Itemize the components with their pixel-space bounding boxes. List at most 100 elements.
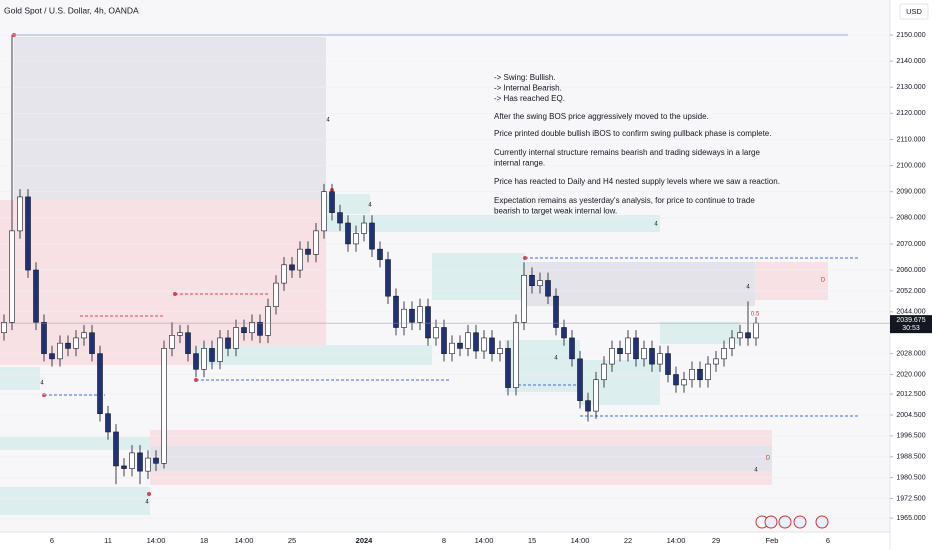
structure-marker: 4 [746,285,750,291]
event-icon[interactable] [778,515,792,529]
candle-body [265,306,271,336]
swing-dot [194,378,198,382]
candle-body [337,212,343,224]
candle-body [681,379,687,386]
candle-body [617,348,623,354]
x-tick-label: 8 [442,536,446,545]
candle-body [433,327,439,339]
candle-body [305,248,311,255]
last-price-label: 2039.675 [896,317,925,324]
candle-body [529,274,535,287]
y-tick-label: 1996.500 [896,433,925,440]
candle-body [201,348,207,370]
time-axis [0,532,890,550]
zone [150,446,772,471]
x-tick-label: 14:00 [475,536,494,545]
annotation-line: -> Internal Bearish. [494,84,562,93]
candle-body [641,348,647,360]
event-icons [755,515,829,529]
candle-body [9,230,15,323]
grid [0,34,890,519]
candle-body [633,337,639,360]
candle-body [17,196,23,232]
y-tick-label: 2150.000 [896,32,925,39]
zone [14,37,326,200]
candle-body [601,363,607,381]
candle-body [521,274,527,323]
annotation-line: internal range. [494,159,545,168]
y-tick-label: 2028.000 [896,350,925,357]
event-icon[interactable] [793,515,807,529]
candle-body [249,321,255,334]
zone [432,253,525,300]
candle-body [137,452,143,472]
candle-body [161,348,167,464]
candle-body [689,368,695,381]
candle-body [729,337,735,349]
x-tick-label: Feb [766,536,779,545]
candle-body [257,321,263,336]
structure-marker: 4 [554,356,558,362]
candle-body [217,337,223,362]
candle-body [209,348,215,362]
candle-body [329,191,335,213]
zone [196,345,432,365]
candle-body [313,230,319,255]
zone [0,487,150,515]
y-tick-label: 2110.000 [897,136,926,143]
structure-marker: 4 [754,468,758,474]
structure-marker: 4 [654,222,658,228]
candle-body [289,264,295,271]
candle-body [41,321,47,354]
event-icon[interactable] [764,515,778,529]
candle-body [481,337,487,352]
x-tick-label: 2024 [356,536,374,545]
zone [660,322,740,344]
candle-body [81,332,87,339]
candle-body [33,269,39,323]
currency-box[interactable] [899,3,929,20]
chart-title: Gold Spot / U.S. Dollar, 4h, OANDA [4,5,139,15]
x-tick-label: 6 [826,536,830,545]
currency[interactable]: USD [906,7,922,16]
y-tick-label: 2060.000 [896,267,925,274]
price-axis [890,0,932,550]
candle-body [705,363,711,381]
y-tick-label: 2052.000 [896,288,925,295]
structure-marker: 4 [40,381,44,387]
zone [755,262,828,300]
event-icon[interactable] [815,515,829,529]
axis-labels: 2150.000 2140.000 2130.000 2120.000 2110.000… [50,32,926,545]
x-tick-label: 14:00 [147,536,166,545]
candle-body [721,348,727,360]
candle-body [129,452,135,469]
candle-body [145,457,151,472]
annotation-line: -> Has reached EQ. [494,94,565,103]
candle-body [553,295,559,328]
last-price-box [890,315,932,334]
structure-marker: 4 [368,203,372,209]
y-tick-label: 2080.000 [896,215,925,222]
candle-body [89,332,95,354]
annotation-line: bearish to target weak internal low. [494,207,617,216]
annotation-line: Price has reacted to Daily and H4 nested… [494,177,780,186]
x-tick-label: 14:00 [571,536,590,545]
candle-body [473,332,479,352]
y-tick-label: 1980.500 [896,475,925,482]
candle-body [409,308,415,323]
candle-body [545,280,551,297]
candle-body [497,348,503,354]
y-tick-label: 2090.000 [896,189,925,196]
candle-body [273,282,279,307]
candle-body [65,342,71,349]
candle-body [241,327,247,334]
candle-body [609,348,615,365]
x-tick-label: 29 [712,536,720,545]
y-tick-label: 2070.000 [896,241,925,248]
candle-body [177,332,183,336]
swing-dot [173,292,177,296]
candle-body [513,321,519,388]
y-tick-label: 2004.500 [896,412,925,419]
candle-body [185,332,191,354]
